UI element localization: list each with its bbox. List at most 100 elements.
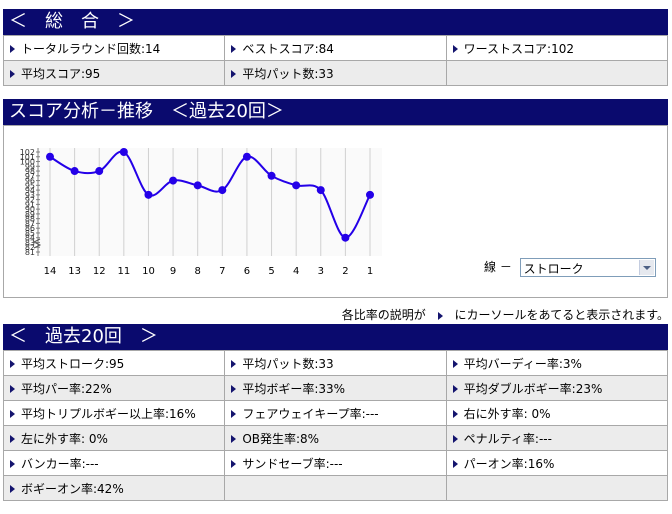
stat-cell[interactable]: 右に外す率: 0%	[445, 400, 669, 426]
arrow-right-icon[interactable]	[231, 410, 237, 418]
arrow-right-icon[interactable]	[231, 460, 237, 468]
stat-cell[interactable]: 平均ストローク:95	[2, 350, 226, 376]
arrow-right-icon[interactable]	[231, 435, 237, 443]
x-tick-label: 12	[93, 266, 106, 277]
data-point	[169, 176, 178, 185]
stat-label: 平均ストローク:95	[21, 356, 125, 371]
y-tick-label: 91	[25, 200, 35, 209]
x-tick-label: 4	[293, 266, 299, 277]
y-tick-label: 98	[25, 167, 35, 176]
y-tick-label: 94	[25, 186, 35, 195]
line-type-select[interactable]: ストローク	[519, 258, 656, 277]
x-tick-label: 9	[170, 266, 176, 277]
y-tick-label: 82	[25, 243, 35, 252]
arrow-right-icon	[231, 45, 237, 53]
stat-cell-empty	[224, 475, 447, 501]
x-tick-label: 5	[268, 266, 274, 277]
y-tick-label: 101	[20, 153, 35, 162]
arrow-right-icon[interactable]	[452, 385, 458, 393]
y-tick-label: 87	[25, 219, 35, 228]
stat-cell[interactable]: ボギーオン率:42%	[2, 475, 226, 501]
arrow-right-icon[interactable]	[10, 385, 15, 393]
score-trend-chart: 8182838485868788899091929394959697989910…	[20, 148, 382, 277]
data-point	[70, 167, 79, 176]
data-point	[193, 181, 202, 190]
stat-cell-empty	[445, 475, 669, 501]
line-selector-label: 線 －	[484, 260, 512, 274]
y-tick-label: 88	[25, 215, 35, 224]
arrow-right-icon[interactable]	[452, 460, 458, 468]
stat-label: OB発生率:8%	[242, 431, 320, 446]
stat-cell[interactable]: 平均パット数:33	[224, 350, 447, 376]
stat-cell[interactable]: 左に外す率: 0%	[2, 425, 226, 451]
y-tick-label: 89	[25, 210, 35, 219]
arrow-right-icon[interactable]	[452, 410, 458, 418]
trend-header: スコア分析－推移 ＜過去20回＞	[3, 99, 668, 125]
arrow-right-icon[interactable]	[10, 460, 15, 468]
stat-cell[interactable]: パーオン率:16%	[445, 450, 669, 476]
data-point	[95, 167, 104, 176]
arrow-right-icon	[10, 70, 15, 78]
stat-cell[interactable]: 平均ダブルボギー率:23%	[445, 375, 669, 401]
y-tick-label: 90	[25, 205, 35, 214]
arrow-right-icon[interactable]	[10, 485, 15, 493]
stat-label: 右に外す率: 0%	[463, 406, 551, 421]
past20-header: ＜ 過去20回 ＞	[3, 324, 668, 350]
x-tick-label: 8	[195, 266, 201, 277]
arrow-right-icon[interactable]	[452, 435, 458, 443]
summary-cell: 平均スコア:95	[2, 60, 226, 86]
arrow-right-icon[interactable]	[452, 360, 458, 368]
summary-cell: 平均パット数:33	[224, 60, 447, 86]
stat-label: パーオン率:16%	[463, 456, 555, 471]
data-point	[218, 186, 227, 195]
axis-break-icon	[32, 238, 42, 249]
y-tick-label: 86	[25, 224, 35, 233]
y-tick-label: 97	[25, 172, 35, 181]
stat-label: 平均バーディー率:3%	[463, 356, 582, 371]
summary-cell: ベストスコア:84	[224, 35, 447, 61]
arrow-right-icon[interactable]	[231, 385, 237, 393]
stat-cell[interactable]: バンカー率:---	[2, 450, 226, 476]
summary-cell: ワーストスコア:102	[445, 35, 669, 61]
stat-cell[interactable]: 平均バーディー率:3%	[445, 350, 669, 376]
y-tick-label: 93	[25, 191, 35, 200]
stat-cell[interactable]: 平均ボギー率:33%	[224, 375, 447, 401]
stat-cell[interactable]: OB発生率:8%	[224, 425, 447, 451]
x-tick-label: 7	[219, 266, 225, 277]
chevron-down-icon[interactable]	[638, 260, 654, 275]
ratio-help-note: 各比率の説明が にカーソールをあてると表示されます。	[341, 308, 669, 322]
past20-table: 平均ストローク:95 平均パット数:33 平均バーディー率:3% 平均パー率:22% 平…	[2, 350, 669, 501]
summary-header: ＜ 総 合 ＞	[3, 9, 668, 35]
arrow-right-icon	[452, 45, 458, 53]
past20-row: 左に外す率: 0% OB発生率:8% ペナルティ率:---	[2, 425, 669, 451]
y-tick-label: 81	[25, 248, 35, 257]
past20-row: 平均トリプルボギー以上率:16% フェアウェイキープ率:--- 右に外す率: 0%	[2, 400, 669, 426]
stat-cell[interactable]: フェアウェイキープ率:---	[224, 400, 447, 426]
stat-cell[interactable]: 平均パー率:22%	[2, 375, 226, 401]
x-tick-label: 2	[342, 266, 348, 277]
y-tick-label: 84	[25, 234, 35, 243]
x-tick-label: 13	[68, 266, 81, 277]
x-tick-label: 10	[142, 266, 155, 277]
x-tick-label: 1	[367, 266, 373, 277]
x-tick-label: 14	[44, 266, 57, 277]
arrow-right-icon[interactable]	[10, 360, 15, 368]
arrow-right-icon[interactable]	[10, 435, 15, 443]
summary-cell-empty	[445, 60, 669, 86]
stat-cell[interactable]: 平均トリプルボギー以上率:16%	[2, 400, 226, 426]
arrow-right-icon[interactable]	[10, 410, 15, 418]
x-tick-label: 3	[318, 266, 324, 277]
stat-label: 平均ダブルボギー率:23%	[463, 381, 603, 396]
stat-label: 平均パット数:33	[242, 356, 334, 371]
stat-label: 左に外す率: 0%	[21, 431, 108, 446]
data-point	[366, 190, 374, 199]
line-selector: 線 － ストローク	[484, 258, 656, 277]
y-tick-label: 85	[25, 229, 35, 238]
summary-cell: トータルラウンド回数:14	[2, 35, 226, 61]
stat-cell[interactable]: ペナルティ率:---	[445, 425, 669, 451]
y-tick-label: 92	[25, 196, 35, 205]
stat-cell[interactable]: サンドセーブ率:---	[224, 450, 447, 476]
data-point	[119, 148, 128, 156]
arrow-right-icon[interactable]	[231, 360, 237, 368]
past20-row: バンカー率:--- サンドセーブ率:--- パーオン率:16%	[2, 450, 669, 476]
